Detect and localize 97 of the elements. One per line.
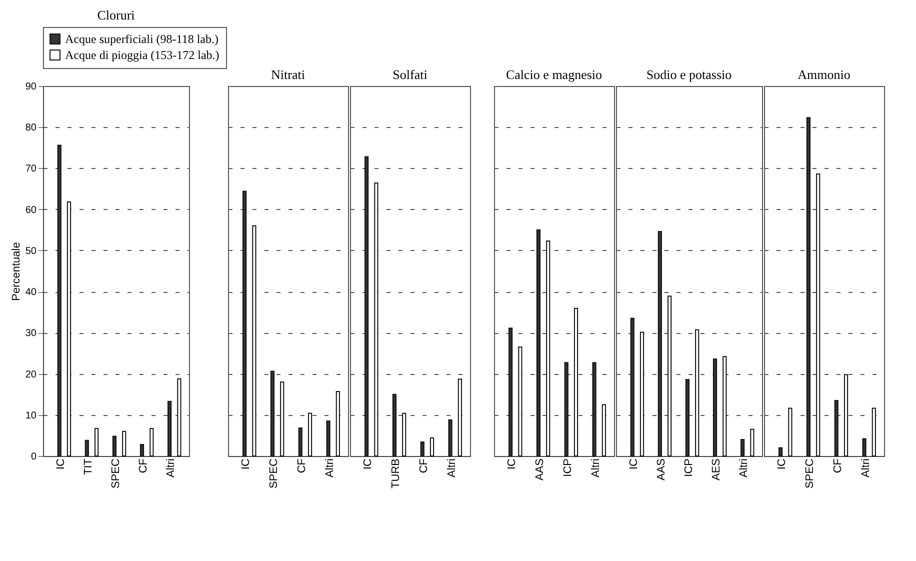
bar (564, 362, 568, 456)
bar (298, 428, 302, 456)
bar (392, 394, 397, 456)
chart-title: Calcio e magnesio (506, 67, 602, 82)
chart-title: Sodio e potassio (646, 67, 732, 82)
bar (280, 382, 284, 456)
chart-title: Nitrati (271, 67, 306, 82)
bar (602, 404, 606, 456)
y-tick-label: 40 (25, 287, 37, 298)
bar (508, 328, 513, 456)
x-tick-label: Altri (324, 458, 336, 478)
x-tick-label: Altri (738, 458, 750, 478)
bar (722, 356, 727, 456)
chart-title: Solfati (392, 67, 428, 82)
y-axis-title: Percentuale (10, 242, 22, 301)
chart-title: Ammonio (798, 67, 850, 82)
bar (420, 442, 424, 456)
y-tick-label: 60 (25, 204, 37, 216)
bar (326, 420, 330, 456)
bar (518, 346, 522, 456)
x-tick-label: IC (54, 458, 67, 470)
bar (66, 201, 72, 456)
bar (374, 182, 378, 456)
bar (695, 329, 700, 456)
y-tick-label: 80 (25, 122, 37, 134)
bar (122, 430, 126, 456)
x-tick-label: IC (240, 458, 252, 470)
bar (430, 437, 434, 456)
bar (168, 400, 172, 456)
x-tick-label: CF (138, 458, 150, 474)
y-tick-label: 90 (25, 82, 37, 92)
x-tick-label: CF (832, 458, 844, 474)
bar (402, 412, 406, 456)
bar (574, 308, 578, 456)
bar (630, 318, 634, 456)
bar (536, 229, 541, 456)
legend-label: Acque superficiali (98-118 lab.) (65, 32, 218, 46)
bar (788, 408, 792, 456)
y-tick-label: 20 (25, 369, 37, 380)
bar (740, 439, 745, 456)
y-tick-label: 50 (25, 246, 37, 257)
bar (778, 447, 783, 456)
bar (84, 440, 89, 456)
bar (94, 428, 99, 456)
bar (668, 296, 672, 456)
bar (546, 240, 550, 456)
x-tick-label: CF (418, 458, 430, 474)
y-tick-label: 30 (25, 328, 37, 340)
bar (834, 400, 838, 456)
bar (177, 378, 182, 456)
x-tick-label: SPEC (110, 458, 122, 488)
bar (640, 332, 644, 456)
bar (242, 190, 247, 456)
x-tick-label: AES (710, 458, 723, 481)
x-tick-label: TIT (82, 458, 94, 475)
x-tick-label: Altri (860, 458, 872, 478)
x-tick-label: Altri (165, 458, 178, 478)
x-tick-label: ICP (562, 458, 574, 477)
bar (57, 144, 62, 456)
x-tick-label: AAS (655, 458, 668, 481)
bar (816, 173, 820, 456)
bar (364, 156, 369, 456)
bar (872, 408, 876, 456)
bar (140, 444, 144, 456)
x-tick-label: Altri (590, 458, 602, 478)
bar (150, 428, 154, 456)
bar (592, 362, 596, 456)
bar (448, 419, 452, 456)
x-tick-label: AAS (534, 458, 546, 481)
bar (252, 225, 256, 456)
x-tick-label: IC (506, 458, 518, 470)
bar (685, 379, 690, 456)
x-tick-label: TURB (390, 458, 402, 488)
legend-label: Acque di pioggia (153-172 lab.) (65, 48, 220, 62)
bar (308, 412, 312, 456)
bar (112, 436, 116, 456)
bar (458, 378, 462, 456)
y-tick-label: 10 (25, 410, 37, 422)
bar (862, 438, 866, 456)
x-tick-label: Altri (446, 458, 458, 478)
bar (750, 428, 754, 456)
bar (844, 374, 848, 456)
x-tick-label: IC (628, 458, 640, 470)
x-tick-label: ICP (683, 458, 695, 477)
bar (336, 390, 340, 456)
x-tick-label: CF (296, 458, 308, 474)
x-tick-label: IC (362, 458, 374, 470)
bar (658, 231, 662, 456)
x-tick-label: IC (776, 458, 788, 470)
x-tick-label: SPEC (804, 458, 816, 488)
bar (270, 370, 275, 456)
y-tick-label: 70 (25, 164, 37, 175)
bar (712, 358, 718, 456)
x-tick-label: SPEC (268, 458, 280, 488)
bar (806, 117, 811, 456)
chart-title: Cloruri (97, 8, 136, 22)
y-tick-label: 0 (30, 452, 37, 462)
